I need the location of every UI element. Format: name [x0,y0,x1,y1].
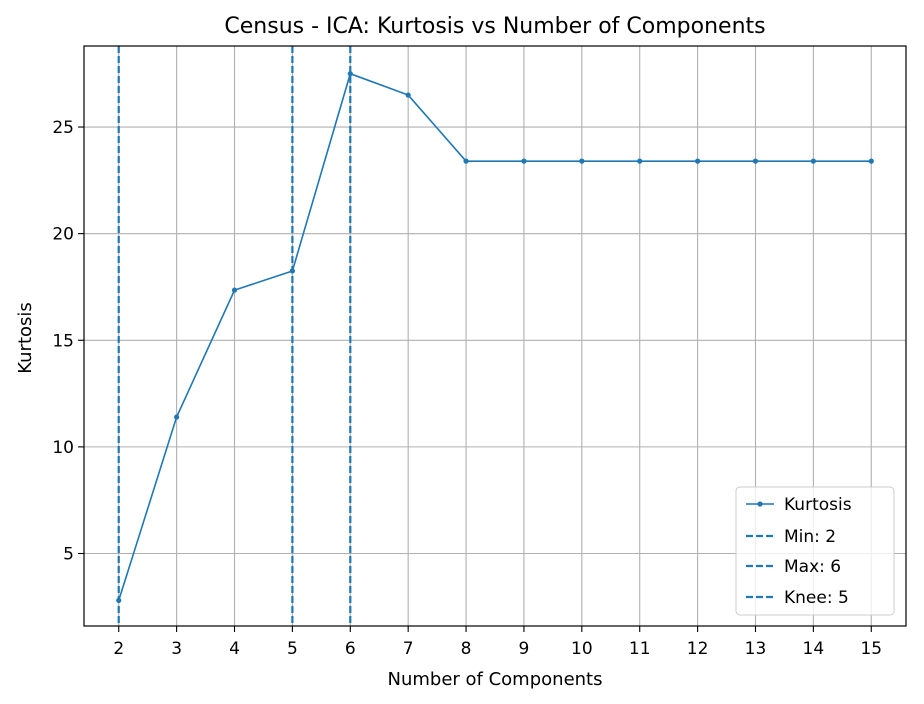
legend-knee-label: Knee: 5 [784,588,849,608]
kurtosis-point [521,158,527,164]
kurtosis-point [116,597,122,604]
y-tick-label: 20 [52,225,74,245]
legend-min-label: Min: 2 [784,527,836,547]
kurtosis-point [579,158,585,164]
kurtosis-point [463,158,469,164]
y-tick-label: 10 [52,438,74,458]
x-tick-label: 15 [860,639,882,659]
grid [84,46,906,626]
y-tick-label: 25 [52,118,74,138]
kurtosis-line [117,72,872,601]
y-axis-label: Kurtosis [15,302,36,374]
x-tick-label: 6 [345,639,356,659]
kurtosis-point [289,268,295,274]
x-tick-label: 3 [171,639,182,659]
kurtosis-point [637,158,643,164]
legend-box [735,486,895,616]
x-axis-label: Number of Components [388,669,603,690]
y-tick-label: 15 [52,331,74,351]
legend-kurtosis-marker [757,501,763,507]
x-tick-label: 7 [403,639,414,659]
x-tick-label: 11 [629,639,651,659]
kurtosis-point [405,92,411,98]
x-tick-label: 2 [113,639,124,659]
legend-kurtosis-label: Kurtosis [784,495,852,515]
series-layer [116,71,874,604]
kurtosis-point [752,158,759,164]
x-tick-label: 4 [229,639,240,659]
reference-lines [117,46,352,626]
x-tick-label: 8 [461,639,472,659]
kurtosis-point [868,158,874,164]
plot-frame [83,45,907,627]
legend: Kurtosis Min: 2 Max: 6 Knee: 5 [735,486,895,616]
kurtosis-point [174,414,180,420]
y-tick-label: 5 [63,545,74,565]
x-axis-ticks: 2 3 4 5 6 7 8 9 10 11 12 13 14 15 [113,626,882,659]
x-tick-label: 9 [519,639,530,659]
kurtosis-point [695,158,701,164]
y-axis-ticks: 5 10 15 20 25 [52,118,84,565]
kurtosis-point [231,287,238,293]
legend-max-label: Max: 6 [784,557,841,577]
x-tick-label: 12 [687,639,709,659]
kurtosis-point [347,71,353,77]
chart-title: Census - ICA: Kurtosis vs Number of Comp… [224,14,765,39]
x-tick-label: 13 [745,639,767,659]
kurtosis-point [810,158,816,164]
x-tick-label: 14 [803,639,825,659]
x-tick-label: 10 [571,639,593,659]
x-tick-label: 5 [287,639,298,659]
